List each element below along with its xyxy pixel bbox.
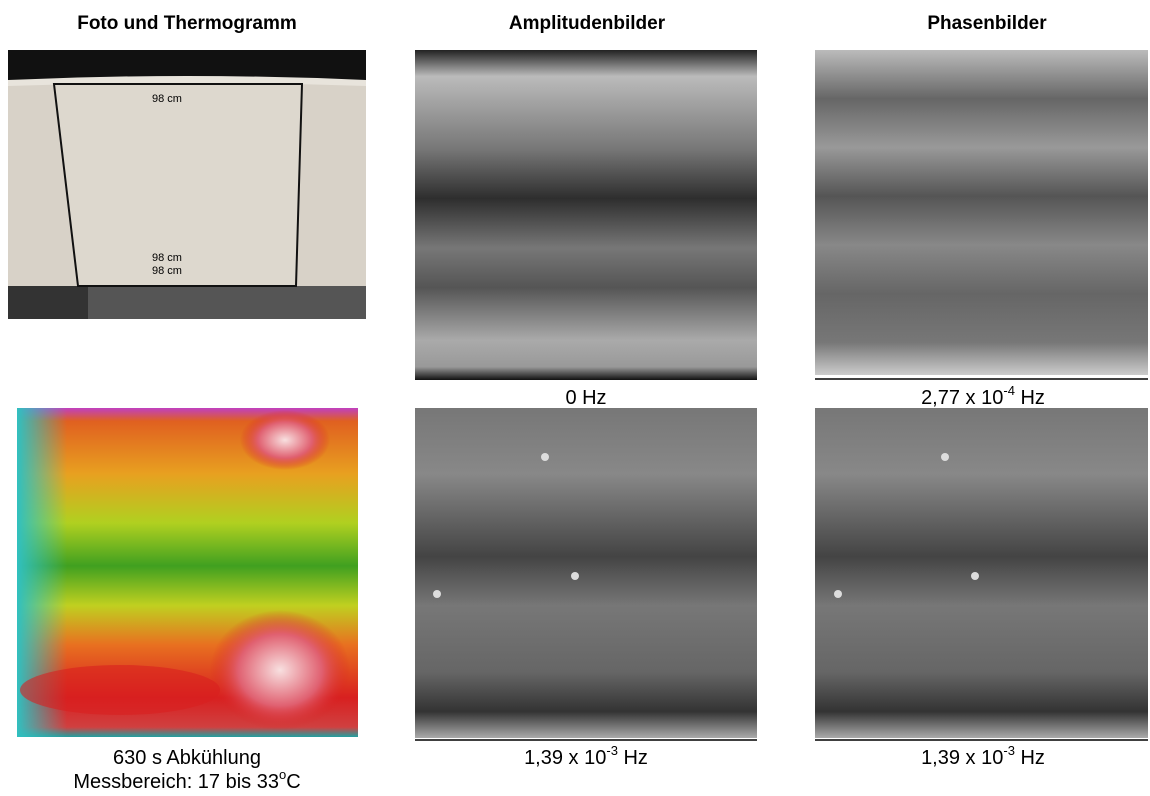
caption-unit: Hz <box>1015 387 1045 409</box>
amplitude-image <box>415 50 757 380</box>
caption-text: 1,39 x 10 <box>524 747 606 769</box>
photo-label: 98 cm <box>152 93 182 105</box>
caption-text: 1,39 x 10 <box>921 747 1003 769</box>
caption-exponent: -3 <box>1003 743 1015 758</box>
caption: Messbereich: 17 bis 33oC <box>73 767 300 793</box>
column-header: Phasenbilder <box>927 13 1047 34</box>
caption-unit: Hz <box>618 747 648 769</box>
phase-image <box>815 408 1148 741</box>
caption: 0 Hz <box>565 387 606 409</box>
caption-unit: C <box>286 771 300 793</box>
caption-exponent: -3 <box>606 743 618 758</box>
caption-unit: Hz <box>1015 747 1045 769</box>
caption: 630 s Abkühlung <box>113 747 261 769</box>
phase-image <box>815 50 1148 380</box>
caption-superscript: o <box>279 767 286 782</box>
thermogram <box>17 408 358 737</box>
column-header: Foto und Thermogramm <box>77 13 297 34</box>
caption-exponent: -4 <box>1003 383 1015 398</box>
caption: 1,39 x 10-3 Hz <box>921 743 1045 769</box>
caption-text: Messbereich: 17 bis 33 <box>73 771 279 793</box>
photo-label: 98 cm <box>152 252 182 264</box>
photo-label: 98 cm <box>152 265 182 277</box>
caption: 1,39 x 10-3 Hz <box>524 743 648 769</box>
caption: 2,77 x 10-4 Hz <box>921 383 1045 409</box>
column-header: Amplitudenbilder <box>509 13 666 34</box>
photo: 98 cm 98 cm 98 cm <box>8 50 366 319</box>
caption-text: 2,77 x 10 <box>921 387 1003 409</box>
amplitude-image <box>415 408 757 741</box>
